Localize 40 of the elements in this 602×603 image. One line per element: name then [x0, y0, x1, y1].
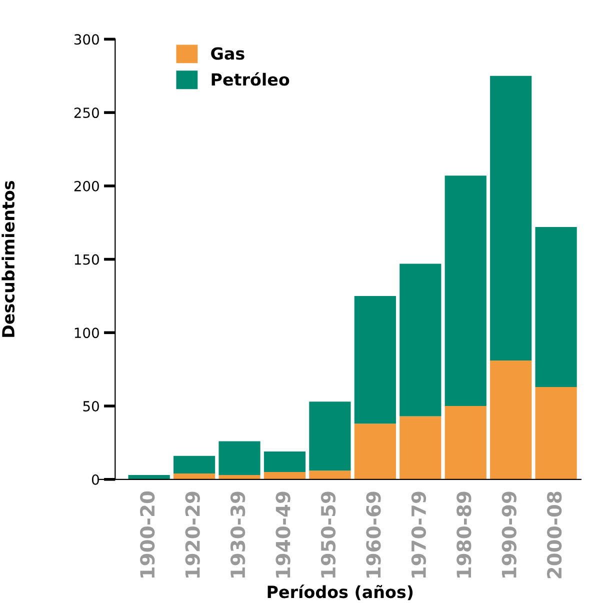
bar — [173, 456, 216, 474]
bar — [400, 264, 442, 416]
bar — [264, 452, 306, 472]
bar — [490, 360, 532, 480]
x-tick-label: 1990-99 — [502, 492, 516, 578]
legend-label: Petróleo — [212, 72, 290, 86]
y-tick-label: 0 — [92, 474, 99, 485]
x-tick-label: 1940-49 — [276, 492, 290, 578]
y-tick-label: 250 — [74, 108, 99, 118]
bar — [264, 472, 306, 480]
y-tick-label: 200 — [74, 180, 99, 192]
y-axis-title: Descubrimientos — [2, 180, 15, 337]
y-tick-label: 50 — [83, 400, 99, 412]
bar — [218, 441, 260, 475]
bar — [354, 424, 396, 480]
x-tick-label: 1960-69 — [366, 492, 381, 578]
x-tick-label: 1970-79 — [411, 492, 426, 578]
x-tick-label: 1900-20 — [140, 491, 155, 578]
bar — [173, 474, 216, 480]
x-axis-title: Períodos (años) — [268, 584, 413, 600]
x-tick-label: 1950-59 — [320, 492, 336, 578]
y-tick-label: 150 — [74, 254, 99, 265]
x-tick-label: 2000-08 — [546, 492, 562, 578]
bar — [444, 406, 486, 480]
bar — [309, 470, 351, 480]
bar — [535, 227, 577, 387]
bar — [400, 416, 442, 480]
bar — [354, 296, 396, 424]
bar — [490, 76, 532, 361]
x-tick-label: 1930-39 — [230, 492, 246, 578]
bar — [128, 474, 170, 480]
bar — [218, 474, 260, 480]
x-tick-label: 1980-89 — [456, 492, 472, 578]
y-tick-label: 100 — [74, 328, 99, 338]
bar — [309, 402, 351, 471]
bar — [444, 176, 486, 406]
legend-label: Gas — [211, 47, 244, 60]
x-tick-label: 1920-29 — [185, 492, 200, 578]
bar — [535, 386, 577, 480]
y-tick-label: 300 — [74, 34, 99, 45]
